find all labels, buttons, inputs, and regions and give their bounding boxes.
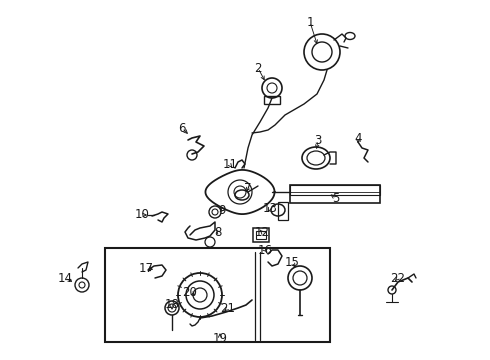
Text: 10: 10	[135, 208, 149, 221]
Text: 18: 18	[165, 298, 179, 311]
Text: 20: 20	[183, 285, 197, 298]
Bar	[290, 185, 380, 195]
Text: 19: 19	[213, 332, 227, 345]
Text: 22: 22	[391, 271, 406, 284]
Text: 1: 1	[306, 15, 314, 28]
Polygon shape	[205, 170, 274, 214]
Text: 17: 17	[139, 261, 153, 274]
Text: 7: 7	[244, 181, 252, 194]
Text: 12: 12	[254, 225, 270, 238]
Bar	[290, 185, 380, 203]
Text: 4: 4	[354, 131, 362, 144]
Bar	[256, 231, 266, 239]
Text: 3: 3	[314, 134, 322, 147]
Text: 13: 13	[263, 202, 277, 215]
Text: 15: 15	[285, 256, 299, 269]
Text: 8: 8	[214, 225, 221, 238]
Bar	[253, 228, 269, 242]
Text: 21: 21	[220, 302, 236, 315]
Text: 14: 14	[57, 271, 73, 284]
Bar	[278, 202, 288, 220]
Text: 5: 5	[332, 192, 340, 204]
Bar	[264, 96, 280, 104]
Text: 9: 9	[218, 203, 226, 216]
Text: 6: 6	[178, 122, 186, 135]
Text: 2: 2	[254, 62, 262, 75]
Text: 16: 16	[258, 243, 272, 256]
Text: 11: 11	[222, 158, 238, 171]
Bar	[105, 248, 330, 342]
